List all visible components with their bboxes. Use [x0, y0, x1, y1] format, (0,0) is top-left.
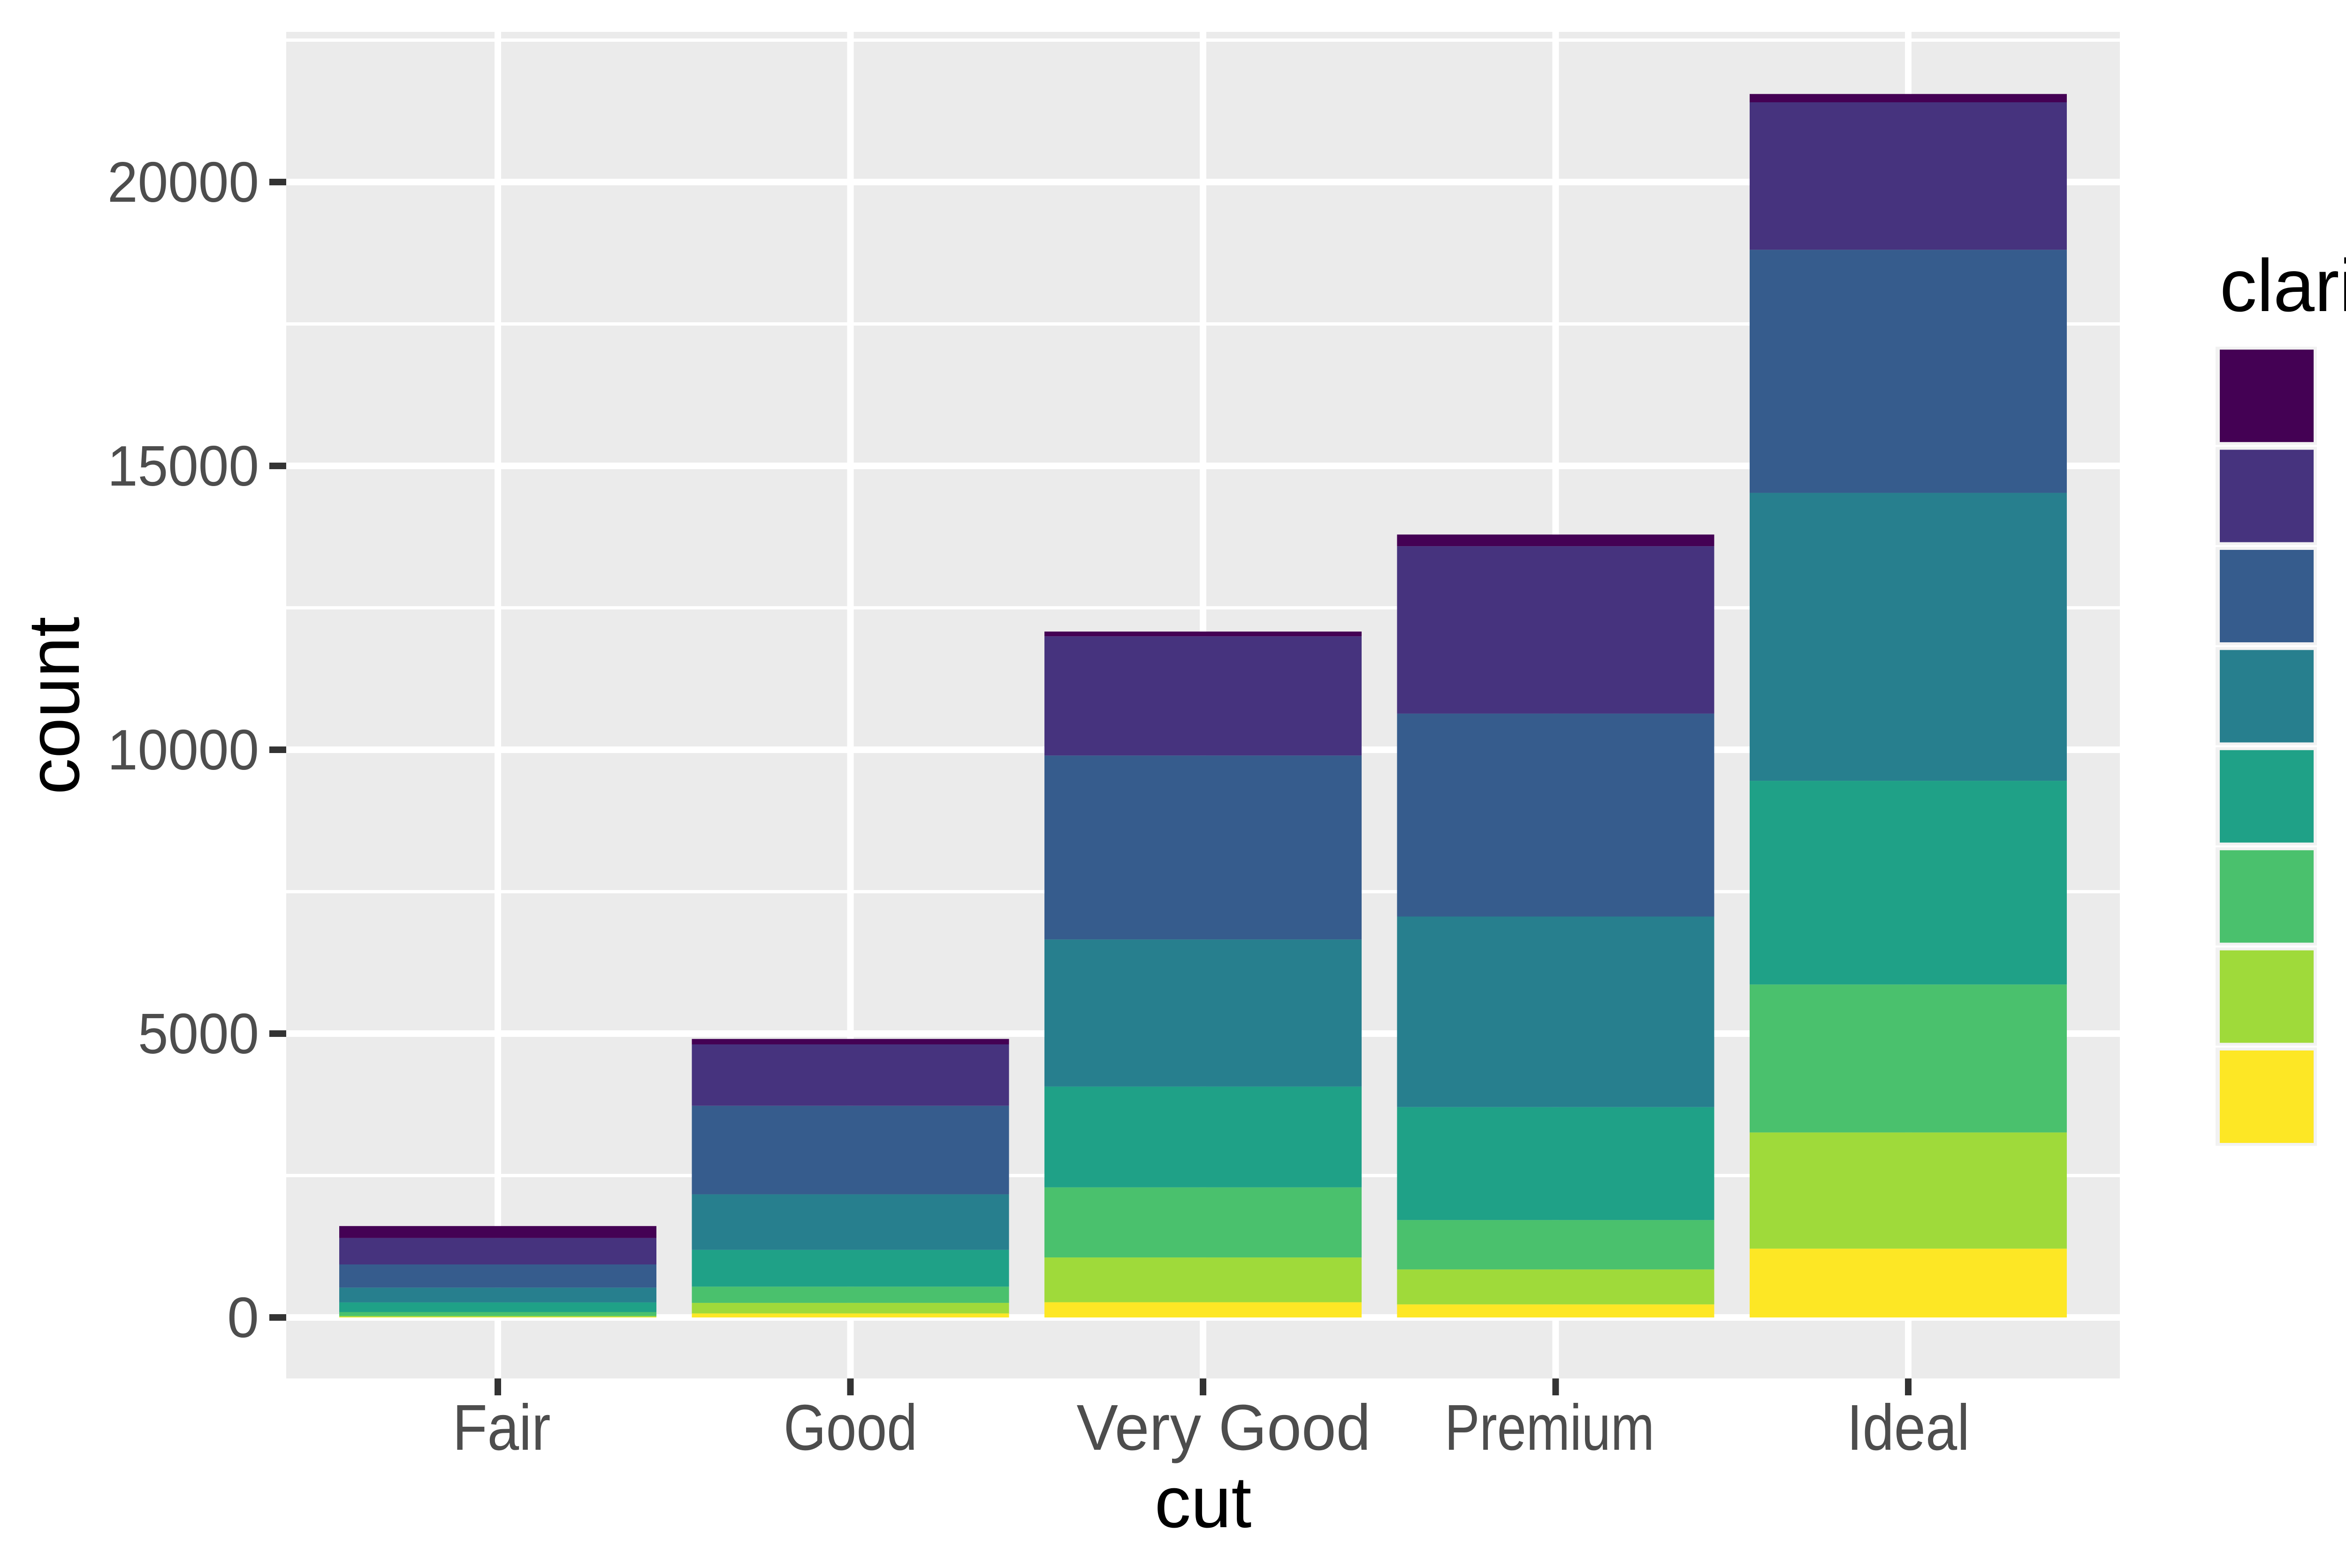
svg-text:10000: 10000: [107, 718, 259, 782]
svg-text:Very Good: Very Good: [1077, 1392, 1371, 1464]
svg-text:clarity: clarity: [2220, 244, 2346, 327]
svg-text:count: count: [13, 617, 94, 794]
svg-text:15000: 15000: [107, 434, 259, 498]
svg-text:Fair: Fair: [453, 1392, 551, 1464]
svg-text:cut: cut: [1155, 1461, 1252, 1543]
svg-text:Premium: Premium: [1445, 1392, 1654, 1464]
svg-text:Good: Good: [784, 1392, 917, 1464]
svg-text:0: 0: [227, 1286, 259, 1349]
svg-text:5000: 5000: [138, 1002, 259, 1066]
svg-text:20000: 20000: [107, 150, 259, 214]
svg-text:Ideal: Ideal: [1847, 1392, 1970, 1464]
